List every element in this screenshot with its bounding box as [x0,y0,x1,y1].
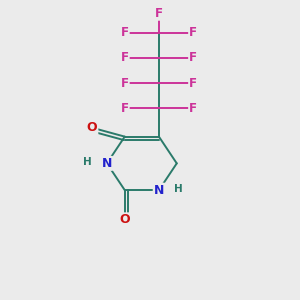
Text: H: H [174,184,183,194]
Text: F: F [189,102,197,115]
Text: F: F [121,26,129,39]
Text: H: H [83,157,92,167]
Text: F: F [189,51,197,64]
Text: F: F [121,51,129,64]
Text: F: F [121,76,129,90]
Text: F: F [121,102,129,115]
Text: O: O [119,213,130,226]
Text: F: F [155,7,163,20]
Text: N: N [154,184,164,196]
Text: F: F [189,26,197,39]
Text: O: O [87,121,98,134]
Text: F: F [189,76,197,90]
Text: N: N [102,157,112,170]
